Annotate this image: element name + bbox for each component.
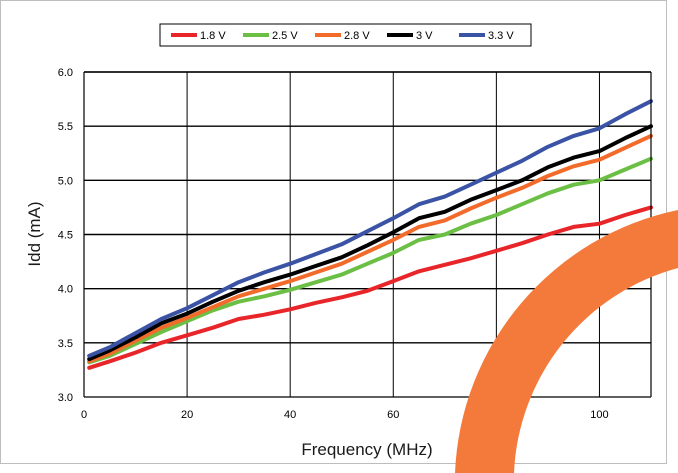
tick-labels: 0204060801003.03.54.04.55.05.56.0 [58, 67, 609, 421]
x-tick-label: 0 [81, 409, 87, 421]
legend: 1.8 V 2.5 V 2.8 V 3 V 3.3 V [159, 23, 532, 47]
axes [83, 71, 652, 398]
x-tick-label: 40 [284, 409, 296, 421]
x-tick-label: 60 [387, 409, 399, 421]
legend-label: 2.5 V [272, 30, 298, 42]
y-tick-label: 5.5 [58, 121, 73, 133]
y-tick-label: 3.0 [58, 392, 73, 404]
x-tick-label: 20 [181, 409, 193, 421]
y-tick-label: 3.5 [58, 338, 73, 350]
series-line [87, 133, 653, 364]
series-line [87, 205, 653, 370]
x-tick-label: 100 [590, 409, 608, 421]
legend-label: 3 V [416, 30, 433, 42]
y-tick-label: 4.5 [58, 230, 73, 242]
decorative-arc [455, 210, 678, 473]
legend-box [159, 23, 532, 47]
y-tick-label: 6.0 [58, 67, 73, 79]
y-tick-label: 5.0 [58, 175, 73, 187]
series-line [87, 99, 653, 358]
legend-label: 3.3 V [488, 30, 514, 42]
legend-label: 1.8 V [200, 30, 226, 42]
x-axis-label: Frequency (MHz) [301, 440, 432, 459]
series-line [87, 124, 653, 362]
series-line [87, 156, 653, 365]
y-tick-label: 4.0 [58, 284, 73, 296]
y-axis-label: Idd (mA) [25, 201, 44, 266]
legend-label: 2.8 V [344, 30, 370, 42]
series-layer [87, 99, 653, 370]
